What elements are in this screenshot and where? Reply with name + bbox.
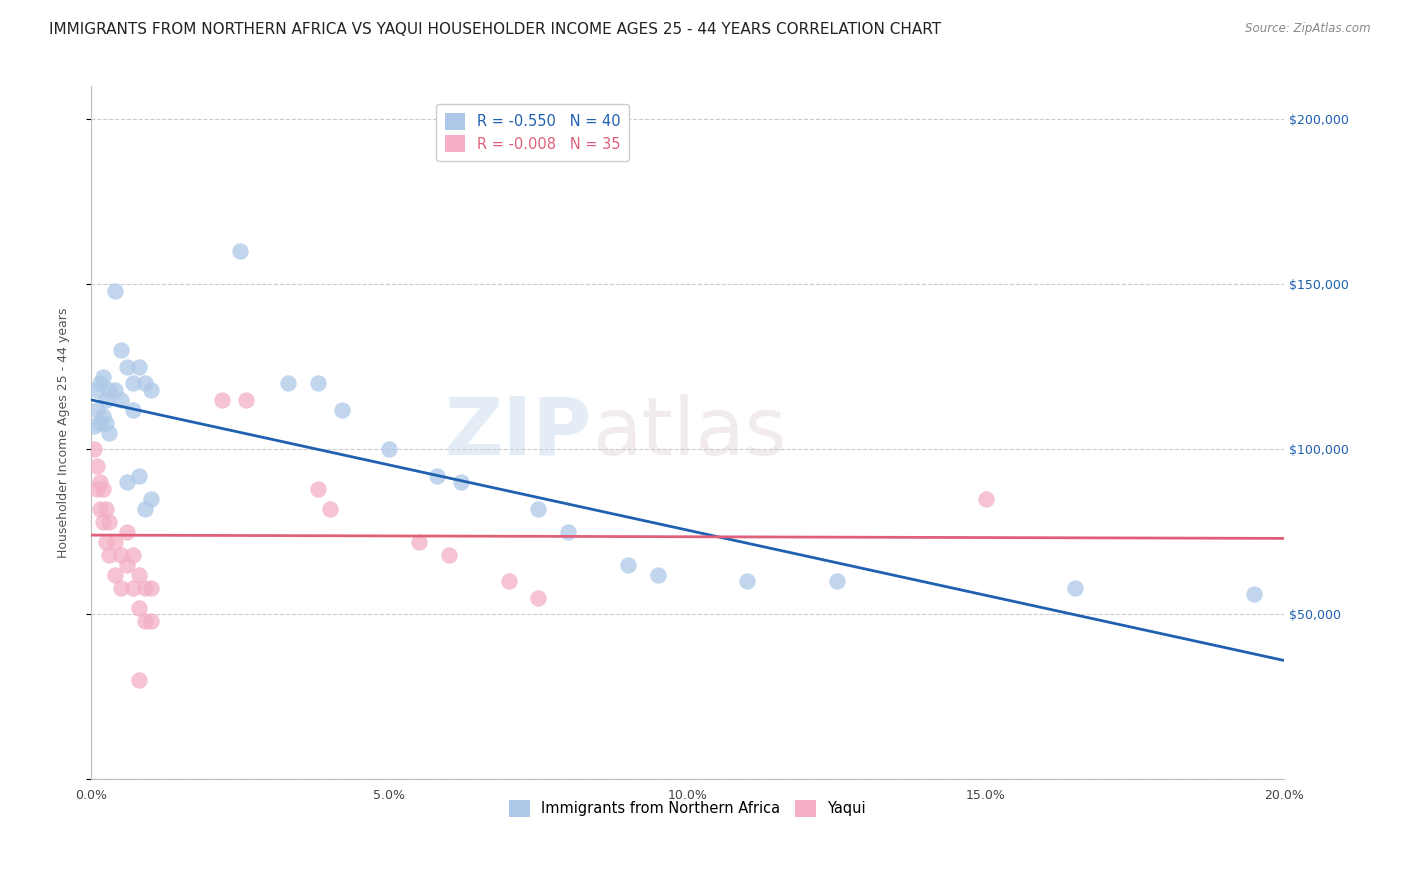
Point (115, 524, 138, 539)
Point (139, 614, 162, 628)
Point (89, 416, 111, 430)
Point (408, 534, 430, 549)
Point (104, 534, 127, 549)
Point (86, 402, 108, 417)
Point (139, 491, 162, 506)
Point (277, 376, 299, 391)
Point (134, 376, 156, 391)
Y-axis label: Householder Income Ages 25 - 44 years: Householder Income Ages 25 - 44 years (58, 308, 70, 558)
Point (115, 359, 138, 374)
Point (825, 574, 848, 589)
Point (307, 376, 329, 391)
Point (735, 574, 758, 589)
Point (97, 515, 120, 529)
Point (104, 567, 127, 582)
Point (110, 343, 132, 358)
Point (104, 383, 127, 397)
Point (426, 468, 449, 483)
Point (128, 673, 150, 688)
Point (97, 548, 120, 562)
Point (134, 501, 156, 516)
Point (134, 581, 156, 595)
Point (94, 392, 117, 407)
Point (139, 581, 162, 595)
Point (91, 369, 114, 384)
Text: Source: ZipAtlas.com: Source: ZipAtlas.com (1246, 22, 1371, 36)
Point (527, 591, 550, 605)
Point (86, 383, 108, 397)
Point (211, 392, 233, 407)
Point (86, 482, 108, 496)
Legend: Immigrants from Northern Africa, Yaqui: Immigrants from Northern Africa, Yaqui (502, 792, 873, 824)
Point (450, 475, 472, 490)
Point (128, 359, 150, 374)
Point (104, 284, 127, 298)
Text: IMMIGRANTS FROM NORTHERN AFRICA VS YAQUI HOUSEHOLDER INCOME AGES 25 - 44 YEARS C: IMMIGRANTS FROM NORTHERN AFRICA VS YAQUI… (49, 22, 942, 37)
Point (91, 409, 114, 424)
Point (121, 376, 143, 391)
Point (110, 581, 132, 595)
Point (121, 548, 143, 562)
Point (128, 468, 150, 483)
Point (83, 419, 105, 434)
Point (94, 501, 117, 516)
Point (617, 558, 640, 572)
Point (91, 515, 114, 529)
Point (557, 524, 579, 539)
Point (110, 392, 132, 407)
Point (121, 402, 143, 417)
Point (89, 376, 111, 391)
Point (97, 425, 120, 440)
Point (89, 501, 111, 516)
Point (86, 458, 108, 473)
Text: atlas: atlas (592, 393, 786, 472)
Point (121, 581, 143, 595)
Point (1064, 581, 1087, 595)
Point (1243, 587, 1265, 601)
Point (378, 442, 401, 457)
Point (115, 475, 138, 490)
Point (115, 558, 138, 572)
Point (139, 383, 162, 397)
Point (128, 567, 150, 582)
Point (318, 501, 340, 516)
Point (94, 534, 117, 549)
Point (229, 244, 252, 259)
Point (91, 482, 114, 496)
Text: ZIP: ZIP (444, 393, 592, 472)
Point (97, 383, 120, 397)
Point (128, 600, 150, 615)
Point (110, 548, 132, 562)
Point (94, 416, 117, 430)
Point (89, 475, 111, 490)
Point (647, 567, 669, 582)
Point (83, 442, 105, 457)
Point (330, 402, 353, 417)
Point (437, 548, 460, 562)
Point (527, 501, 550, 516)
Point (974, 491, 997, 506)
Point (498, 574, 520, 589)
Point (307, 482, 329, 496)
Point (235, 392, 257, 407)
Point (134, 614, 156, 628)
